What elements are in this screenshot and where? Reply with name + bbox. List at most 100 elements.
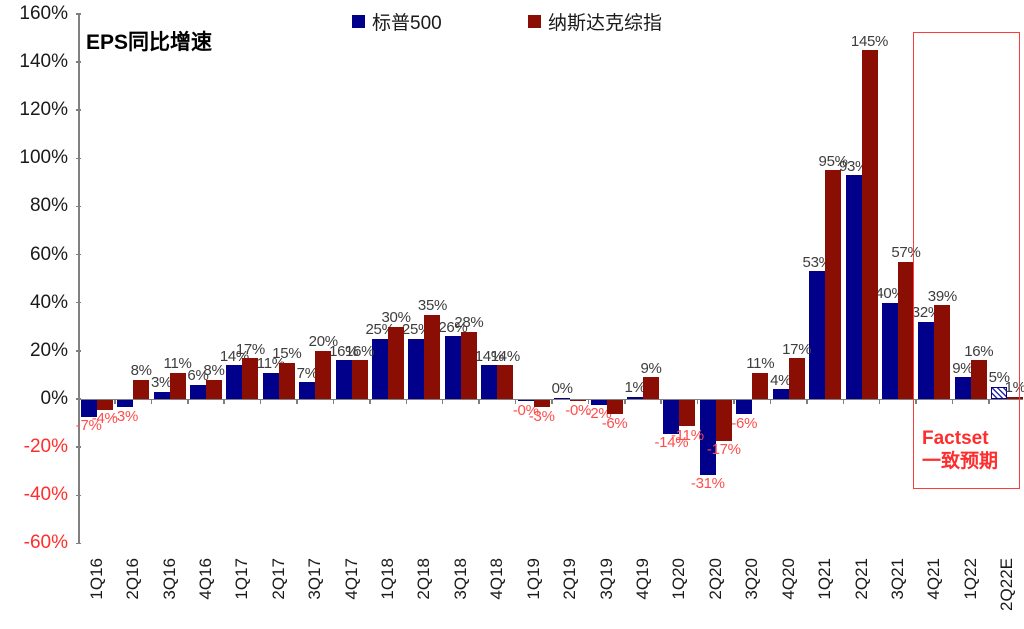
value-label: 11% bbox=[256, 355, 285, 373]
value-label: -0% bbox=[512, 401, 539, 419]
bar-nasdaq-2Q16 bbox=[133, 379, 150, 399]
y-axis-label: -40% bbox=[23, 484, 68, 506]
x-axis-label: 1Q19 bbox=[523, 558, 543, 600]
x-axis-tick bbox=[332, 400, 335, 404]
bar-sp500-3Q16 bbox=[153, 391, 170, 399]
bar-sp500-2Q19 bbox=[554, 397, 571, 399]
bar-nasdaq-1Q20 bbox=[679, 400, 696, 427]
value-label: 25% bbox=[401, 321, 432, 339]
value-label: 40% bbox=[875, 285, 905, 303]
forecast-region-box: Factset 一致预期 bbox=[913, 32, 1020, 489]
y-axis-tick bbox=[76, 350, 81, 352]
bar-nasdaq-4Q18 bbox=[497, 365, 514, 399]
value-label: 14% bbox=[219, 347, 249, 365]
bar-sp500-1Q20 bbox=[663, 400, 680, 434]
y-axis-label: 0% bbox=[40, 388, 68, 409]
y-axis-label: 100% bbox=[19, 147, 68, 169]
x-axis-tick bbox=[842, 400, 845, 404]
x-axis-label: 4Q17 bbox=[341, 558, 361, 600]
bar-nasdaq-4Q20 bbox=[788, 358, 805, 399]
x-axis-label: 3Q18 bbox=[450, 558, 470, 600]
y-axis-tick bbox=[76, 542, 81, 545]
x-axis-label: 4Q16 bbox=[195, 558, 215, 600]
y-axis-label: 60% bbox=[29, 243, 68, 265]
bar-sp500-3Q17 bbox=[299, 382, 316, 399]
x-axis-tick bbox=[660, 400, 662, 404]
y-axis-tick bbox=[76, 205, 81, 208]
x-axis-label: 4Q19 bbox=[633, 558, 652, 600]
value-label: 1% bbox=[624, 379, 646, 397]
value-label: -0% bbox=[565, 401, 592, 419]
y-axis-label: -60% bbox=[23, 532, 68, 554]
bar-nasdaq-2Q17 bbox=[278, 362, 295, 399]
value-label: -31% bbox=[690, 475, 725, 493]
legend-label-nasdaq: 纳斯达克综指 bbox=[548, 13, 663, 34]
value-label: 7% bbox=[296, 364, 318, 382]
x-axis-label: 4Q20 bbox=[778, 558, 798, 600]
forecast-note: Factset 一致预期 bbox=[922, 427, 998, 473]
x-axis-label: 3Q20 bbox=[742, 558, 762, 600]
bar-sp500-2Q21 bbox=[845, 175, 862, 399]
bar-nasdaq-2Q21 bbox=[861, 50, 878, 399]
y-axis-tick bbox=[76, 109, 81, 111]
x-axis-label: 1Q16 bbox=[86, 558, 106, 600]
x-axis-label: 1Q22 bbox=[960, 558, 980, 600]
value-label: 145% bbox=[850, 32, 889, 50]
bar-nasdaq-3Q18 bbox=[460, 331, 477, 399]
bar-sp500-4Q19 bbox=[627, 396, 643, 399]
value-label: 15% bbox=[272, 345, 302, 363]
x-axis-tick bbox=[878, 400, 881, 404]
x-axis-label: 2Q20 bbox=[705, 558, 725, 600]
x-axis-tick bbox=[951, 400, 954, 404]
x-axis-label: 2Q17 bbox=[268, 558, 288, 600]
bar-sp500-2Q22E bbox=[991, 386, 1008, 399]
bar-nasdaq-4Q21 bbox=[934, 305, 951, 399]
x-axis-tick bbox=[696, 400, 699, 404]
y-axis-tick bbox=[76, 494, 81, 496]
x-axis-tick bbox=[441, 400, 444, 404]
value-label: 11% bbox=[746, 355, 775, 373]
bar-nasdaq-2Q20 bbox=[715, 400, 732, 441]
x-axis-tick bbox=[733, 400, 735, 404]
value-label: 4% bbox=[770, 371, 792, 389]
bar-nasdaq-1Q21 bbox=[825, 170, 842, 399]
value-label: -14% bbox=[654, 434, 689, 452]
value-label: 6% bbox=[187, 367, 209, 385]
value-label: -2% bbox=[585, 405, 612, 423]
value-label: 3% bbox=[150, 374, 173, 392]
bar-sp500-2Q17 bbox=[262, 372, 279, 399]
x-axis-label: 3Q21 bbox=[887, 558, 907, 600]
value-label: 39% bbox=[927, 287, 957, 305]
x-axis-label: 2Q19 bbox=[560, 558, 580, 600]
value-label: -3% bbox=[112, 407, 138, 425]
x-axis-label: 2Q18 bbox=[414, 558, 434, 600]
bar-sp500-4Q16 bbox=[189, 384, 206, 399]
value-label: 16% bbox=[345, 342, 375, 360]
value-label: -6% bbox=[601, 414, 628, 432]
value-label: 16% bbox=[329, 342, 359, 360]
value-label: 8% bbox=[203, 362, 225, 380]
bar-sp500-1Q18 bbox=[372, 338, 389, 399]
bar-sp500-4Q21 bbox=[918, 321, 935, 399]
value-label: 95% bbox=[818, 152, 848, 170]
bar-nasdaq-1Q19 bbox=[533, 400, 550, 408]
value-label: 9% bbox=[640, 359, 662, 377]
value-label: -17% bbox=[706, 441, 741, 459]
value-label: 28% bbox=[454, 314, 484, 332]
value-label: 20% bbox=[308, 333, 338, 351]
bar-nasdaq-2Q22E bbox=[1007, 396, 1024, 399]
value-label: 8% bbox=[130, 362, 152, 380]
y-axis-tick bbox=[76, 13, 81, 15]
y-axis-tick bbox=[76, 61, 81, 63]
bar-sp500-3Q18 bbox=[444, 336, 461, 399]
value-label: 25% bbox=[365, 321, 395, 339]
x-axis-tick bbox=[405, 400, 408, 404]
bar-sp500-4Q20 bbox=[772, 389, 789, 399]
value-label: 9% bbox=[952, 359, 974, 377]
bar-sp500-1Q16 bbox=[80, 400, 97, 417]
x-axis-tick bbox=[915, 400, 917, 404]
y-axis-tick bbox=[76, 253, 81, 256]
forecast-note-line2: 一致预期 bbox=[922, 451, 999, 472]
bar-nasdaq-1Q18 bbox=[388, 326, 405, 399]
